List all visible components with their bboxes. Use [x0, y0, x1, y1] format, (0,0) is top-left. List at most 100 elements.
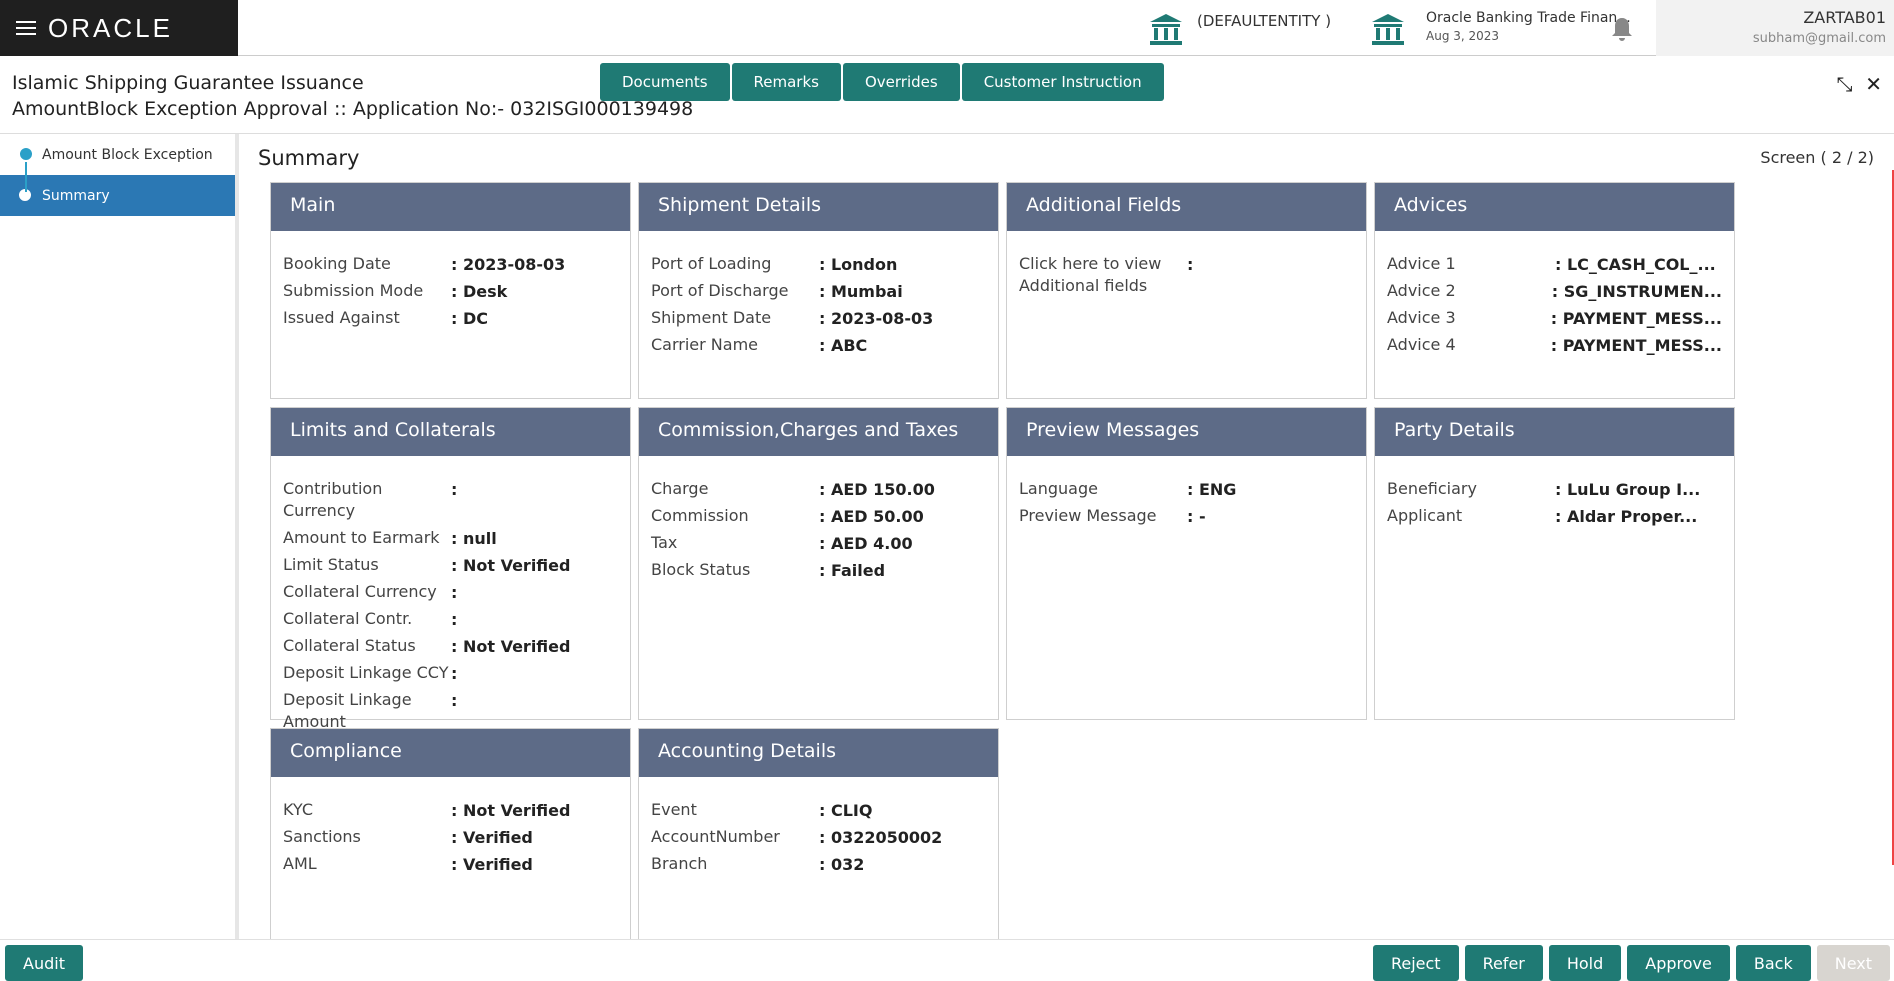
- card-title: Additional Fields: [1007, 183, 1366, 231]
- field-label: Sanctions: [283, 827, 361, 846]
- field-value: : PAYMENT_MESS...: [1550, 336, 1722, 355]
- field-row: KYC: Not Verified: [283, 797, 618, 824]
- field-label: Branch: [651, 854, 708, 873]
- summary-card[interactable]: Party Details Beneficiary: LuLu Group I..…: [1374, 407, 1735, 720]
- field-label: Collateral Contr.: [283, 609, 413, 628]
- brand: ORACLE: [48, 12, 173, 43]
- field-value: : Verified: [451, 828, 533, 847]
- field-row: Booking Date: 2023-08-03: [283, 251, 618, 278]
- summary-cards: Main Booking Date: 2023-08-03 Submission M…: [270, 182, 1740, 955]
- field-value: :: [451, 480, 458, 499]
- field-label: Deposit Linkage CCY: [283, 663, 449, 682]
- field-label: AccountNumber: [651, 827, 780, 846]
- field-label: Limit Status: [283, 555, 379, 574]
- summary-card[interactable]: Limits and Collaterals Contribution Curre…: [270, 407, 631, 731]
- field-value: : Not Verified: [451, 637, 571, 656]
- summary-card[interactable]: Advices Advice 1: LC_CASH_COL_... Advice 2…: [1374, 182, 1735, 399]
- field-label: Advice 2: [1387, 281, 1456, 300]
- toolbar-button[interactable]: Customer Instruction: [961, 63, 1164, 101]
- field-row: Preview Message: -: [1019, 503, 1354, 530]
- field-row: AML: Verified: [283, 851, 618, 878]
- notifications[interactable]: [1610, 16, 1634, 42]
- field-row: Applicant: Aldar Proper...: [1387, 503, 1722, 530]
- card-rows: Port of Loading: London Port of Discharge…: [639, 231, 998, 359]
- toolbar-button[interactable]: Remarks: [731, 63, 841, 101]
- field-value: : Failed: [819, 561, 886, 580]
- summary-card[interactable]: Commission,Charges and Taxes Charge: AED …: [638, 407, 999, 720]
- summary-card[interactable]: Accounting Details Event: CLIQ AccountNumb…: [638, 728, 999, 955]
- nav-item[interactable]: Amount Block Exception: [0, 134, 235, 175]
- toolbar-button[interactable]: Overrides: [842, 63, 960, 101]
- field-label: AML: [283, 854, 317, 873]
- field-value: : AED 50.00: [819, 507, 924, 526]
- card-rows: Event: CLIQ AccountNumber : 0322050002 Bran…: [639, 777, 998, 878]
- field-row: Beneficiary: LuLu Group I...: [1387, 476, 1722, 503]
- entity-icon[interactable]: [1148, 12, 1184, 46]
- field-label: Submission Mode: [283, 281, 424, 300]
- close-button[interactable]: ✕: [1865, 72, 1882, 96]
- field-value: : Not Verified: [451, 801, 571, 820]
- field-label: Block Status: [651, 560, 751, 579]
- field-row: Collateral Currency:: [283, 579, 618, 606]
- field-label: Issued Against: [283, 308, 400, 327]
- field-label: Click here to view Additional fields: [1019, 254, 1162, 295]
- summary-card[interactable]: Additional Fields Click here to view Addi…: [1006, 182, 1367, 399]
- field-value: :: [451, 610, 458, 629]
- field-label: Tax: [651, 533, 678, 552]
- field-value: :: [1187, 255, 1194, 274]
- field-value: : 2023-08-03: [451, 255, 566, 274]
- field-row: Contribution Currency:: [283, 476, 618, 525]
- minimize-button[interactable]: ⤡: [1836, 72, 1853, 96]
- field-value: :: [451, 583, 458, 602]
- field-row: Advice 2: SG_INSTRUMEN...: [1387, 278, 1722, 305]
- window-controls: ⤡ ✕: [1837, 72, 1882, 96]
- field-row: Advice 1: LC_CASH_COL_...: [1387, 251, 1722, 278]
- field-value: : Mumbai: [819, 282, 903, 301]
- field-row: Tax: AED 4.00: [651, 530, 986, 557]
- header: ORACLE (DEFAULTENTITY ) Oracle Banking T…: [0, 0, 1894, 56]
- app-icon[interactable]: [1370, 12, 1406, 46]
- footer-button[interactable]: Hold: [1548, 945, 1622, 981]
- field-row: Port of Discharge: Mumbai: [651, 278, 986, 305]
- logo: ORACLE: [0, 0, 238, 56]
- footer-button[interactable]: Refer: [1464, 945, 1543, 981]
- footer-button[interactable]: Next: [1816, 945, 1890, 981]
- summary-card[interactable]: Preview Messages Language: ENG Preview Mes…: [1006, 407, 1367, 720]
- nav-item[interactable]: Summary: [0, 175, 235, 216]
- card-title: Main: [271, 183, 630, 231]
- field-value: : 2023-08-03: [819, 309, 934, 328]
- card-rows: Beneficiary: LuLu Group I... Applicant: A…: [1375, 456, 1734, 530]
- footer-button[interactable]: Audit: [5, 945, 83, 981]
- field-row: Collateral Contr.:: [283, 606, 618, 633]
- card-title: Shipment Details: [639, 183, 998, 231]
- toolbar-button[interactable]: Documents: [600, 63, 730, 101]
- field-row: Shipment Date: 2023-08-03: [651, 305, 986, 332]
- user-panel[interactable]: ZARTAB01 subham@gmail.com: [1656, 0, 1894, 56]
- card-title: Party Details: [1375, 408, 1734, 456]
- summary-card[interactable]: Main Booking Date: 2023-08-03 Submission M…: [270, 182, 631, 399]
- field-row: Collateral Status: Not Verified: [283, 633, 618, 660]
- field-value: :: [451, 664, 458, 683]
- nav-label: Amount Block Exception: [42, 146, 213, 163]
- field-row: Deposit Linkage CCY:: [283, 660, 618, 687]
- app-name[interactable]: Oracle Banking Trade Finan...: [1426, 10, 1631, 26]
- field-row: Click here to view Additional fields:: [1019, 251, 1354, 300]
- menu-button[interactable]: [16, 17, 36, 39]
- field-row: Event: CLIQ: [651, 797, 986, 824]
- field-row: Advice 3: PAYMENT_MESS...: [1387, 305, 1722, 332]
- field-label: Deposit Linkage Amount: [283, 690, 412, 731]
- footer-button[interactable]: Approve: [1627, 945, 1730, 981]
- footer-button[interactable]: Reject: [1372, 945, 1459, 981]
- summary-card[interactable]: Compliance KYC: Not Verified Sanctions: Ve…: [270, 728, 631, 955]
- nav-label: Summary: [42, 187, 110, 204]
- field-label: Amount to Earmark: [283, 528, 440, 547]
- field-value: : LC_CASH_COL_...: [1555, 255, 1716, 274]
- entity[interactable]: (DEFAULTENTITY ): [1197, 12, 1332, 30]
- divider: [0, 133, 1894, 134]
- summary-card[interactable]: Shipment Details Port of Loading: London P…: [638, 182, 999, 399]
- field-value: : 0322050002: [819, 828, 943, 847]
- field-value: : London: [819, 255, 898, 274]
- page-subtitle: AmountBlock Exception Approval :: Applic…: [12, 98, 694, 120]
- field-row: Advice 4: PAYMENT_MESS...: [1387, 332, 1722, 359]
- footer-button[interactable]: Back: [1735, 945, 1811, 981]
